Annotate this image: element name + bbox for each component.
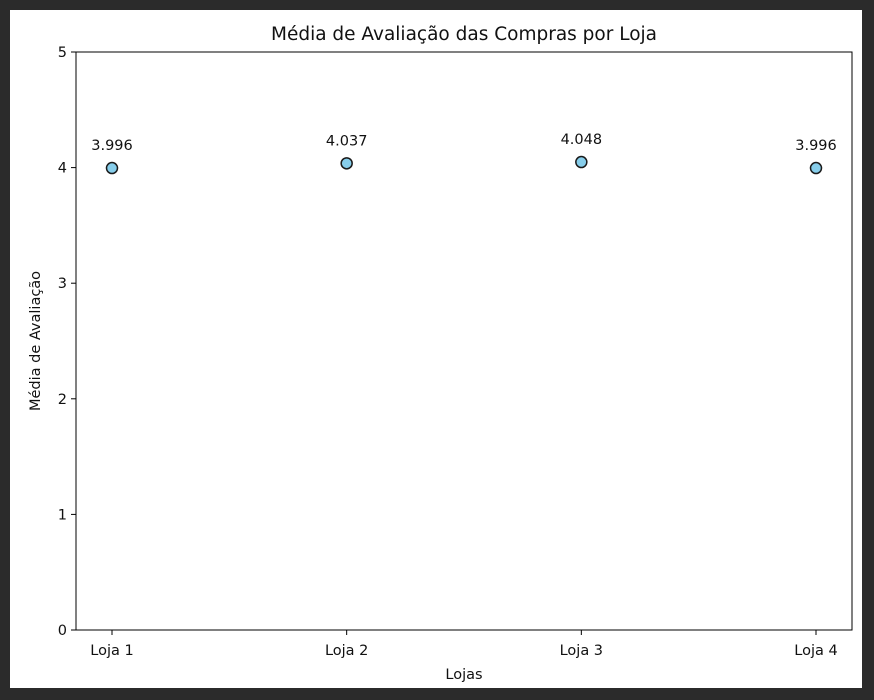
x-axis-label: Lojas: [445, 667, 482, 683]
data-label: 4.037: [326, 133, 368, 149]
chart-title: Média de Avaliação das Compras por Loja: [271, 24, 657, 45]
y-tick-label: 4: [58, 161, 67, 177]
data-point: [340, 157, 353, 170]
x-tick-label: Loja 3: [560, 643, 603, 659]
data-point: [105, 161, 119, 175]
x-tick-label: Loja 4: [794, 643, 837, 659]
x-tick-label: Loja 2: [325, 643, 368, 659]
y-tick-label: 5: [58, 45, 67, 61]
y-tick-label: 0: [58, 623, 67, 639]
plot-area-frame: [75, 51, 853, 631]
scatter-chart: Média de Avaliação das Compras por Loja …: [28, 24, 853, 683]
data-point: [809, 161, 823, 175]
y-tick-label: 2: [58, 392, 67, 408]
y-axis-label: Média de Avaliação: [28, 271, 44, 411]
x-tick-label: Loja 1: [90, 643, 133, 659]
y-tick-label: 3: [58, 276, 67, 292]
data-label: 3.996: [795, 138, 837, 154]
y-axis: 0 1 2 3 4 5: [58, 45, 76, 639]
data-label: 3.996: [91, 138, 133, 154]
data-point: [575, 155, 588, 169]
chart-figure: Média de Avaliação das Compras por Loja …: [10, 10, 862, 688]
data-points: 3.996 4.037 4.048 3.996: [91, 132, 837, 175]
data-label: 4.048: [561, 132, 603, 148]
y-tick-label: 1: [58, 507, 67, 523]
x-axis: Loja 1 Loja 2 Loja 3 Loja 4: [90, 630, 838, 659]
